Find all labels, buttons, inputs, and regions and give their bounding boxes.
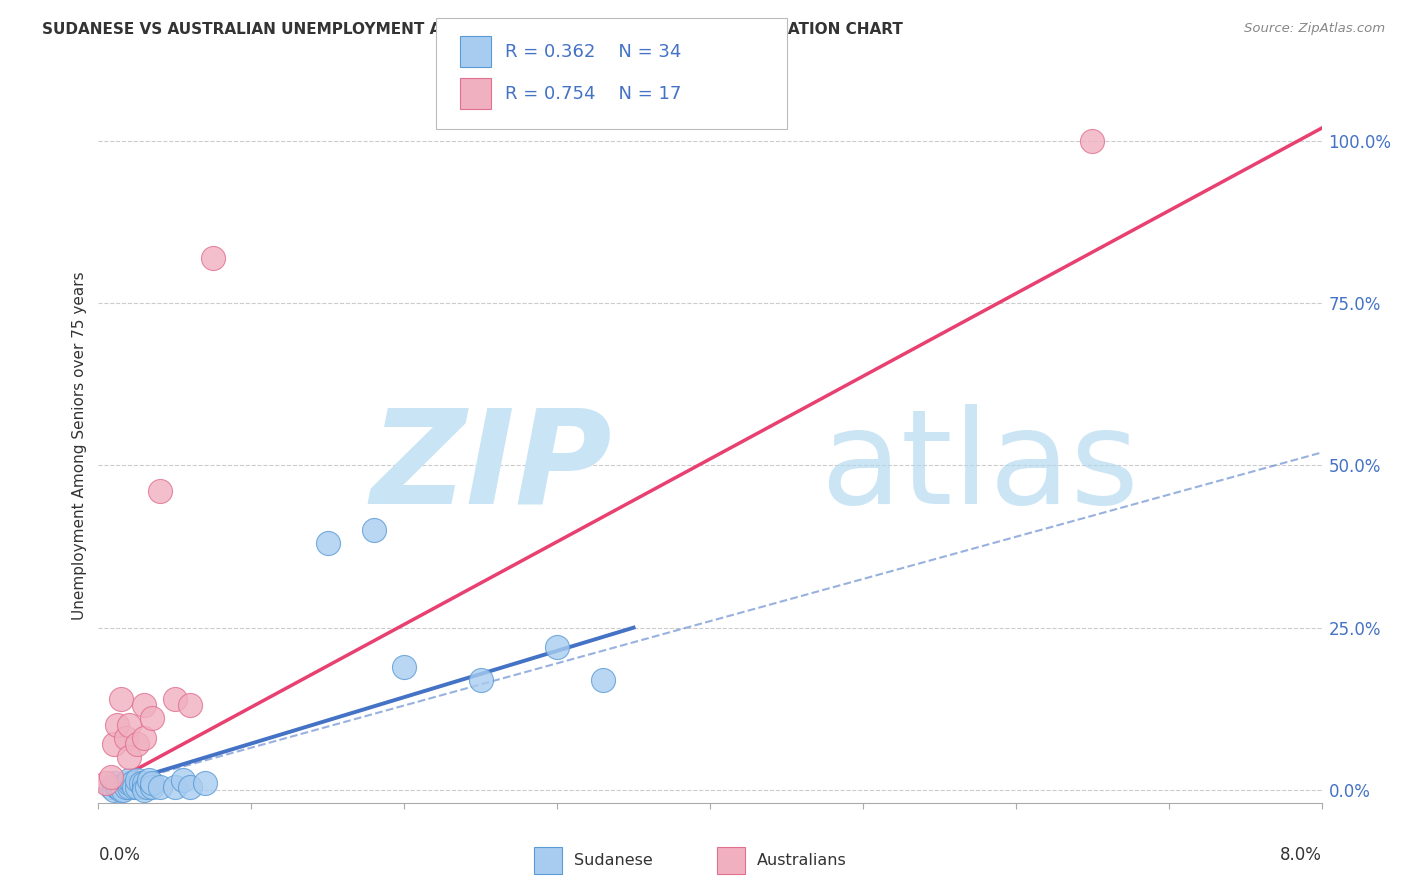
Point [94,776,117,790]
Point [103,782,125,797]
Point [118,773,141,788]
Point [163,692,186,706]
Y-axis label: Unemployment Among Seniors over 75 years: Unemployment Among Seniors over 75 years [72,272,87,620]
Point [125,780,148,794]
Point [134,776,156,790]
Point [110,782,132,797]
Point [546,640,568,654]
Point [103,776,125,790]
Point [125,738,148,752]
Point [118,718,141,732]
Point [202,251,225,265]
Point [103,738,125,752]
Point [138,773,160,788]
Point [107,780,129,794]
Point [141,780,163,794]
Point [172,773,194,788]
Point [134,782,156,797]
Point [121,776,143,790]
Point [134,698,156,713]
Point [105,780,128,794]
Point [141,711,163,725]
Point [105,718,128,732]
Point [118,750,141,764]
Text: atlas: atlas [820,404,1139,531]
Point [118,776,141,790]
Point [1081,134,1104,148]
Text: ZIP: ZIP [371,404,612,531]
Point [111,782,134,797]
Point [470,673,492,687]
Point [194,776,217,790]
Point [179,780,201,794]
Text: R = 0.362    N = 34: R = 0.362 N = 34 [505,43,681,61]
Point [392,659,416,673]
Point [149,484,172,499]
Point [316,536,339,550]
Text: 0.0%: 0.0% [98,846,141,863]
Text: SUDANESE VS AUSTRALIAN UNEMPLOYMENT AMONG SENIORS OVER 75 YEARS CORRELATION CHAR: SUDANESE VS AUSTRALIAN UNEMPLOYMENT AMON… [42,22,903,37]
Point [122,780,145,794]
Point [134,780,156,794]
Point [136,780,159,794]
Point [125,773,148,788]
Text: Source: ZipAtlas.com: Source: ZipAtlas.com [1244,22,1385,36]
Text: Sudanese: Sudanese [574,854,652,868]
Point [592,673,614,687]
Point [163,780,186,794]
Text: R = 0.754    N = 17: R = 0.754 N = 17 [505,85,681,103]
Point [141,776,163,790]
Point [115,731,138,745]
Point [115,780,138,794]
Point [100,780,122,794]
Point [363,524,385,538]
Point [179,698,201,713]
Point [100,770,122,784]
Point [134,731,156,745]
Point [118,780,141,794]
Point [110,692,132,706]
Text: Australians: Australians [756,854,846,868]
Text: 8.0%: 8.0% [1279,846,1322,863]
Point [129,776,152,790]
Point [149,780,172,794]
